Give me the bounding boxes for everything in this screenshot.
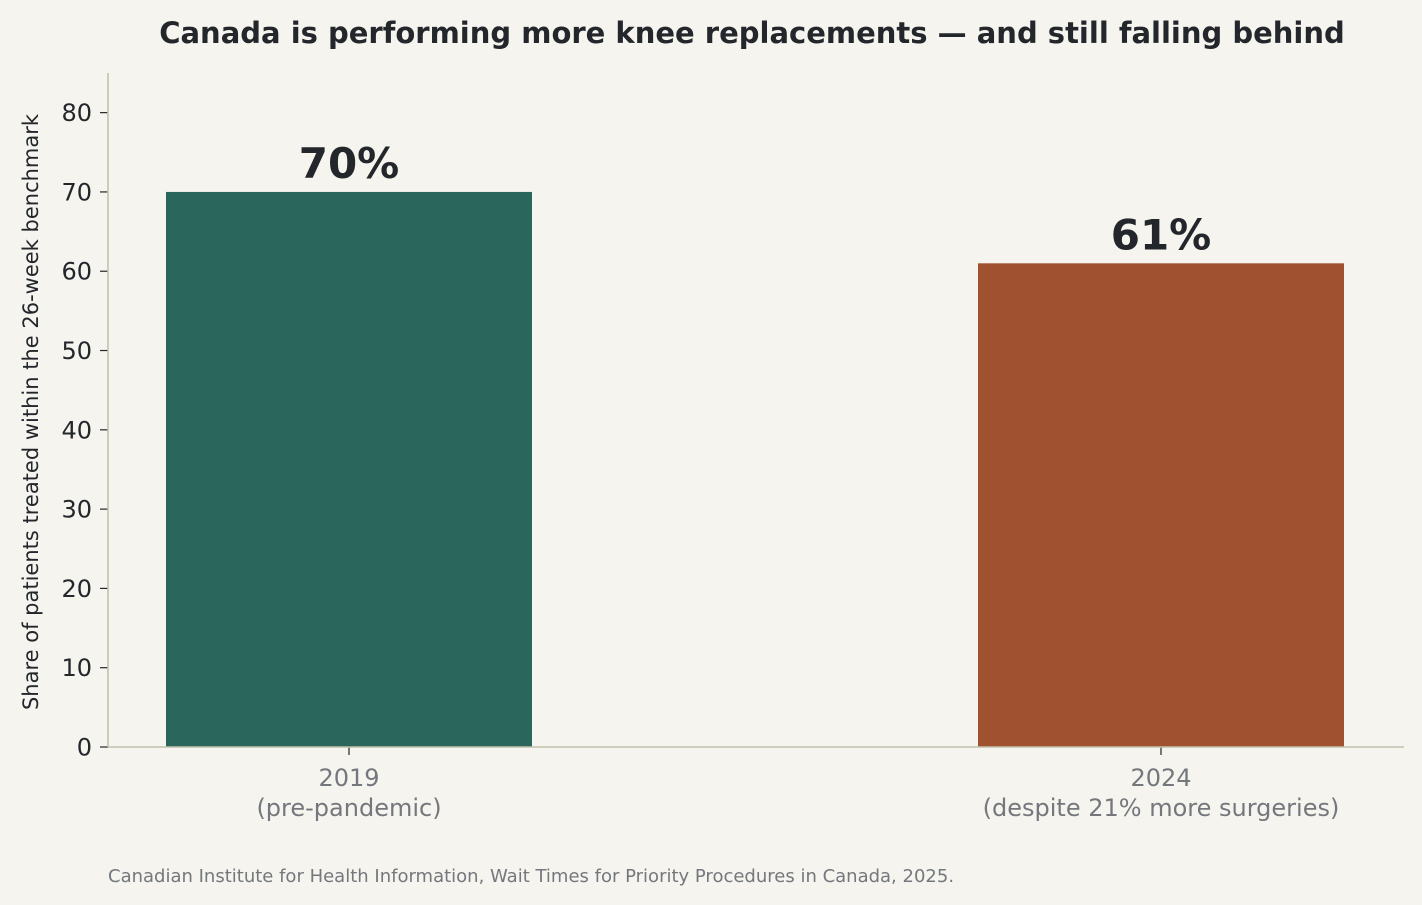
plot-area: 0 10 20 30 40 50 60 70 80 70% 2019(pre-pandemic) 61… bbox=[61, 99, 1344, 822]
x-tick-label: 2019 bbox=[318, 764, 379, 792]
data-label: 61% bbox=[1111, 210, 1212, 259]
x-tick-label: (despite 21% more surgeries) bbox=[983, 794, 1340, 822]
chart-title: Canada is performing more knee replaceme… bbox=[159, 16, 1345, 50]
y-axis-label: Share of patients treated within the 26-… bbox=[19, 113, 43, 710]
bar-2019 bbox=[166, 191, 532, 748]
y-tick-label: 0 bbox=[77, 734, 92, 762]
y-tick-label: 30 bbox=[61, 496, 92, 524]
bar-2024 bbox=[978, 263, 1344, 747]
y-tick-label: 70 bbox=[61, 178, 92, 206]
y-tick-label: 10 bbox=[61, 654, 92, 682]
source-note: Canadian Institute for Health Informatio… bbox=[108, 866, 954, 887]
data-label: 70% bbox=[299, 139, 400, 188]
y-tick-label: 20 bbox=[61, 575, 92, 603]
y-tick-label: 40 bbox=[61, 416, 92, 444]
y-tick-label: 80 bbox=[61, 99, 92, 127]
y-tick-label: 50 bbox=[61, 337, 92, 365]
x-tick-label: (pre-pandemic) bbox=[256, 794, 441, 822]
y-tick-label: 60 bbox=[61, 258, 92, 286]
x-tick-label: 2024 bbox=[1130, 764, 1191, 792]
